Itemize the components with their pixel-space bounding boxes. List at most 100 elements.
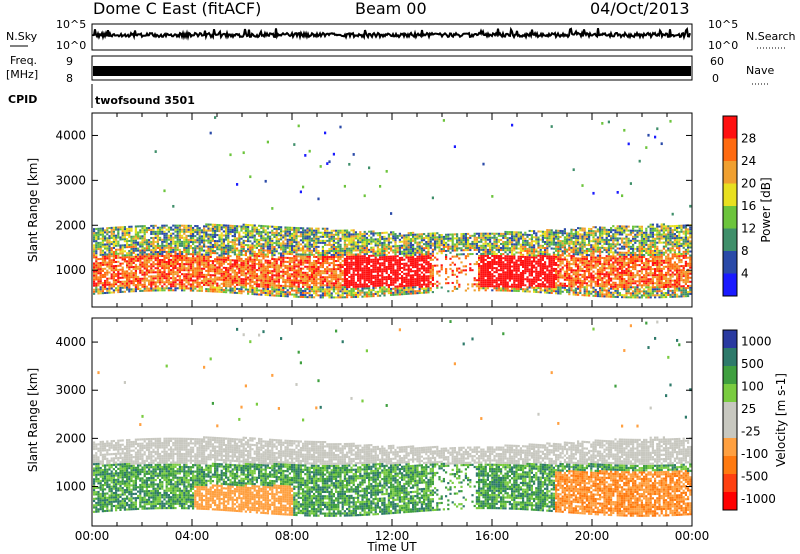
data-cell [306, 229, 309, 232]
data-cell [222, 256, 225, 259]
data-cell [361, 255, 364, 258]
data-cell [484, 279, 487, 282]
data-cell [418, 257, 421, 260]
data-cell [475, 244, 478, 247]
data-cell [198, 275, 201, 278]
data-cell [396, 261, 399, 264]
data-cell [350, 261, 353, 264]
data-cell [207, 227, 210, 230]
data-cell [154, 249, 157, 252]
data-cell [280, 264, 283, 267]
data-cell [273, 264, 276, 267]
data-cell [486, 238, 489, 241]
data-cell [374, 252, 377, 255]
data-cell [321, 270, 324, 273]
data-cell [198, 251, 201, 254]
data-cell [126, 270, 129, 273]
data-cell [271, 270, 274, 273]
data-cell [170, 260, 173, 263]
data-cell [132, 288, 135, 291]
data-cell [392, 291, 395, 294]
data-cell [464, 273, 467, 276]
data-cell [189, 263, 192, 266]
data-cell [500, 257, 503, 260]
data-cell [236, 257, 239, 260]
data-cell [335, 264, 338, 267]
data-cell [262, 247, 265, 250]
data-cell [181, 263, 184, 266]
data-cell [203, 253, 206, 256]
data-cell [110, 251, 113, 254]
data-cell [484, 234, 487, 237]
data-cell [319, 262, 322, 265]
data-cell [295, 263, 298, 266]
data-cell [480, 267, 483, 270]
data-cell [436, 238, 439, 241]
data-cell [238, 257, 241, 260]
data-cell [508, 257, 511, 260]
data-cell [233, 227, 236, 230]
data-cell [143, 263, 146, 266]
data-cell [425, 287, 428, 290]
data-cell [335, 272, 338, 275]
data-cell [203, 237, 206, 240]
data-cell [506, 237, 509, 240]
data-cell [390, 247, 393, 250]
data-cell [427, 252, 430, 255]
data-cell [361, 271, 364, 274]
data-cell [275, 264, 278, 267]
data-cell [280, 234, 283, 237]
data-cell [167, 248, 170, 251]
data-cell [178, 230, 181, 233]
data-cell [438, 248, 441, 251]
data-cell [493, 234, 496, 237]
data-cell [205, 265, 208, 268]
data-cell [407, 280, 410, 283]
data-cell [145, 261, 148, 264]
data-cell [95, 234, 98, 237]
data-cell [304, 279, 307, 282]
data-cell [418, 277, 421, 280]
data-cell [93, 274, 96, 277]
data-cell [451, 290, 454, 293]
data-cell [143, 255, 146, 258]
data-cell [156, 257, 159, 260]
data-cell [348, 294, 351, 297]
data-cell [271, 274, 274, 277]
data-cell [390, 279, 393, 282]
data-cell [495, 244, 498, 247]
data-cell [218, 254, 221, 257]
data-cell [317, 262, 320, 265]
data-cell [445, 278, 448, 281]
data-cell [93, 290, 96, 293]
data-cell [176, 226, 179, 229]
data-cell [104, 267, 107, 270]
data-cell [431, 238, 434, 241]
data-cell [302, 233, 305, 236]
data-cell [513, 245, 516, 248]
data-cell [365, 263, 368, 266]
data-cell [504, 234, 507, 237]
data-cell [308, 229, 311, 232]
data-cell [500, 255, 503, 258]
data-cell [308, 269, 311, 272]
data-cell [271, 288, 274, 291]
data-cell [170, 242, 173, 245]
data-cell [227, 232, 230, 235]
data-cell [370, 279, 373, 282]
data-cell [238, 249, 241, 252]
data-cell [403, 252, 406, 255]
data-cell [319, 280, 322, 283]
data-cell [128, 250, 131, 253]
data-cell [176, 254, 179, 257]
data-cell [99, 270, 102, 273]
data-cell [181, 269, 184, 272]
data-cell [211, 288, 214, 291]
data-cell [277, 264, 280, 267]
data-cell [361, 277, 364, 280]
data-cell [405, 290, 408, 293]
data-cell [97, 284, 100, 287]
data-cell [343, 235, 346, 238]
data-cell [295, 253, 298, 256]
